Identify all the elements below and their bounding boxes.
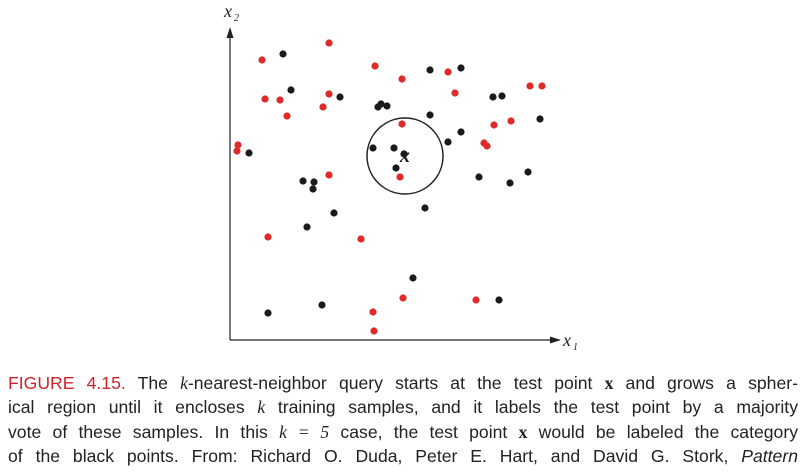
red-training-point <box>325 39 333 47</box>
red-training-point <box>472 296 480 304</box>
black-training-point <box>374 103 382 111</box>
black-training-point <box>264 309 272 317</box>
red-training-point <box>526 82 534 90</box>
red-training-point <box>396 173 404 181</box>
red-training-point <box>398 75 406 83</box>
red-training-point <box>325 90 333 98</box>
black-training-point <box>409 274 417 282</box>
black-training-point <box>336 93 344 101</box>
black-training-point <box>426 66 434 74</box>
x-axis-arrowhead <box>550 336 561 344</box>
red-training-point <box>283 112 291 120</box>
caption-line-4: of the black points. From: Richard O. Du… <box>8 446 798 467</box>
red-training-point <box>261 95 269 103</box>
black-training-point <box>457 128 465 136</box>
red-training-point <box>319 103 327 111</box>
red-training-point <box>234 141 242 149</box>
black-training-point <box>310 178 318 186</box>
red-training-point <box>483 142 491 150</box>
y-axis-label: x <box>223 1 232 21</box>
black-training-point <box>383 102 391 110</box>
black-training-point <box>495 296 503 304</box>
black-training-point <box>524 168 532 176</box>
black-training-point <box>279 50 287 58</box>
knn-diagram: x 2 x 1 x <box>223 1 578 353</box>
black-training-point <box>444 138 452 146</box>
red-training-point <box>325 171 333 179</box>
caption-line-1: FIGURE 4.15. The k-nearest-neighbor quer… <box>8 373 798 393</box>
black-training-point <box>498 92 506 100</box>
red-training-point <box>398 120 406 128</box>
black-training-point <box>421 204 429 212</box>
red-training-point <box>444 68 452 76</box>
black-training-point <box>506 179 514 187</box>
y-axis-label-subscript: 2 <box>234 13 239 24</box>
black-training-point <box>457 64 465 72</box>
black-training-point <box>475 173 483 181</box>
black-training-point <box>390 144 398 152</box>
caption-line-2: ical region until it encloses k training… <box>8 397 798 418</box>
black-training-point <box>287 86 295 94</box>
black-training-point <box>309 185 317 193</box>
red-training-point <box>507 117 515 125</box>
red-training-point <box>538 82 546 90</box>
red-training-point <box>233 147 241 155</box>
black-training-point <box>426 111 434 119</box>
black-training-point <box>392 164 400 172</box>
black-training-point <box>303 223 311 231</box>
red-training-point <box>451 89 459 97</box>
black-training-point <box>245 149 253 157</box>
figure-caption: FIGURE 4.15. The k-nearest-neighbor quer… <box>8 371 798 469</box>
neighborhood-circle <box>366 117 444 195</box>
training-points <box>233 39 546 335</box>
x-axis-label: x <box>562 330 571 350</box>
red-training-point <box>490 121 498 129</box>
red-training-point <box>264 233 272 241</box>
y-axis-arrowhead <box>226 27 234 38</box>
caption-line-3: vote of these samples. In this k = 5 cas… <box>8 421 798 442</box>
black-training-point <box>318 301 326 309</box>
black-training-point <box>489 93 497 101</box>
black-training-point <box>400 150 408 158</box>
black-training-point <box>299 177 307 185</box>
black-training-point <box>369 144 377 152</box>
red-training-point <box>371 62 379 70</box>
red-training-point <box>370 327 378 335</box>
red-training-point <box>258 56 266 64</box>
red-training-point <box>276 96 284 104</box>
x-axis-label-subscript: 1 <box>573 342 578 353</box>
red-training-point <box>357 235 365 243</box>
black-training-point <box>330 209 338 217</box>
red-training-point <box>399 294 407 302</box>
figure-number: FIGURE 4.15. <box>8 373 126 393</box>
black-training-point <box>536 115 544 123</box>
red-training-point <box>369 308 377 316</box>
